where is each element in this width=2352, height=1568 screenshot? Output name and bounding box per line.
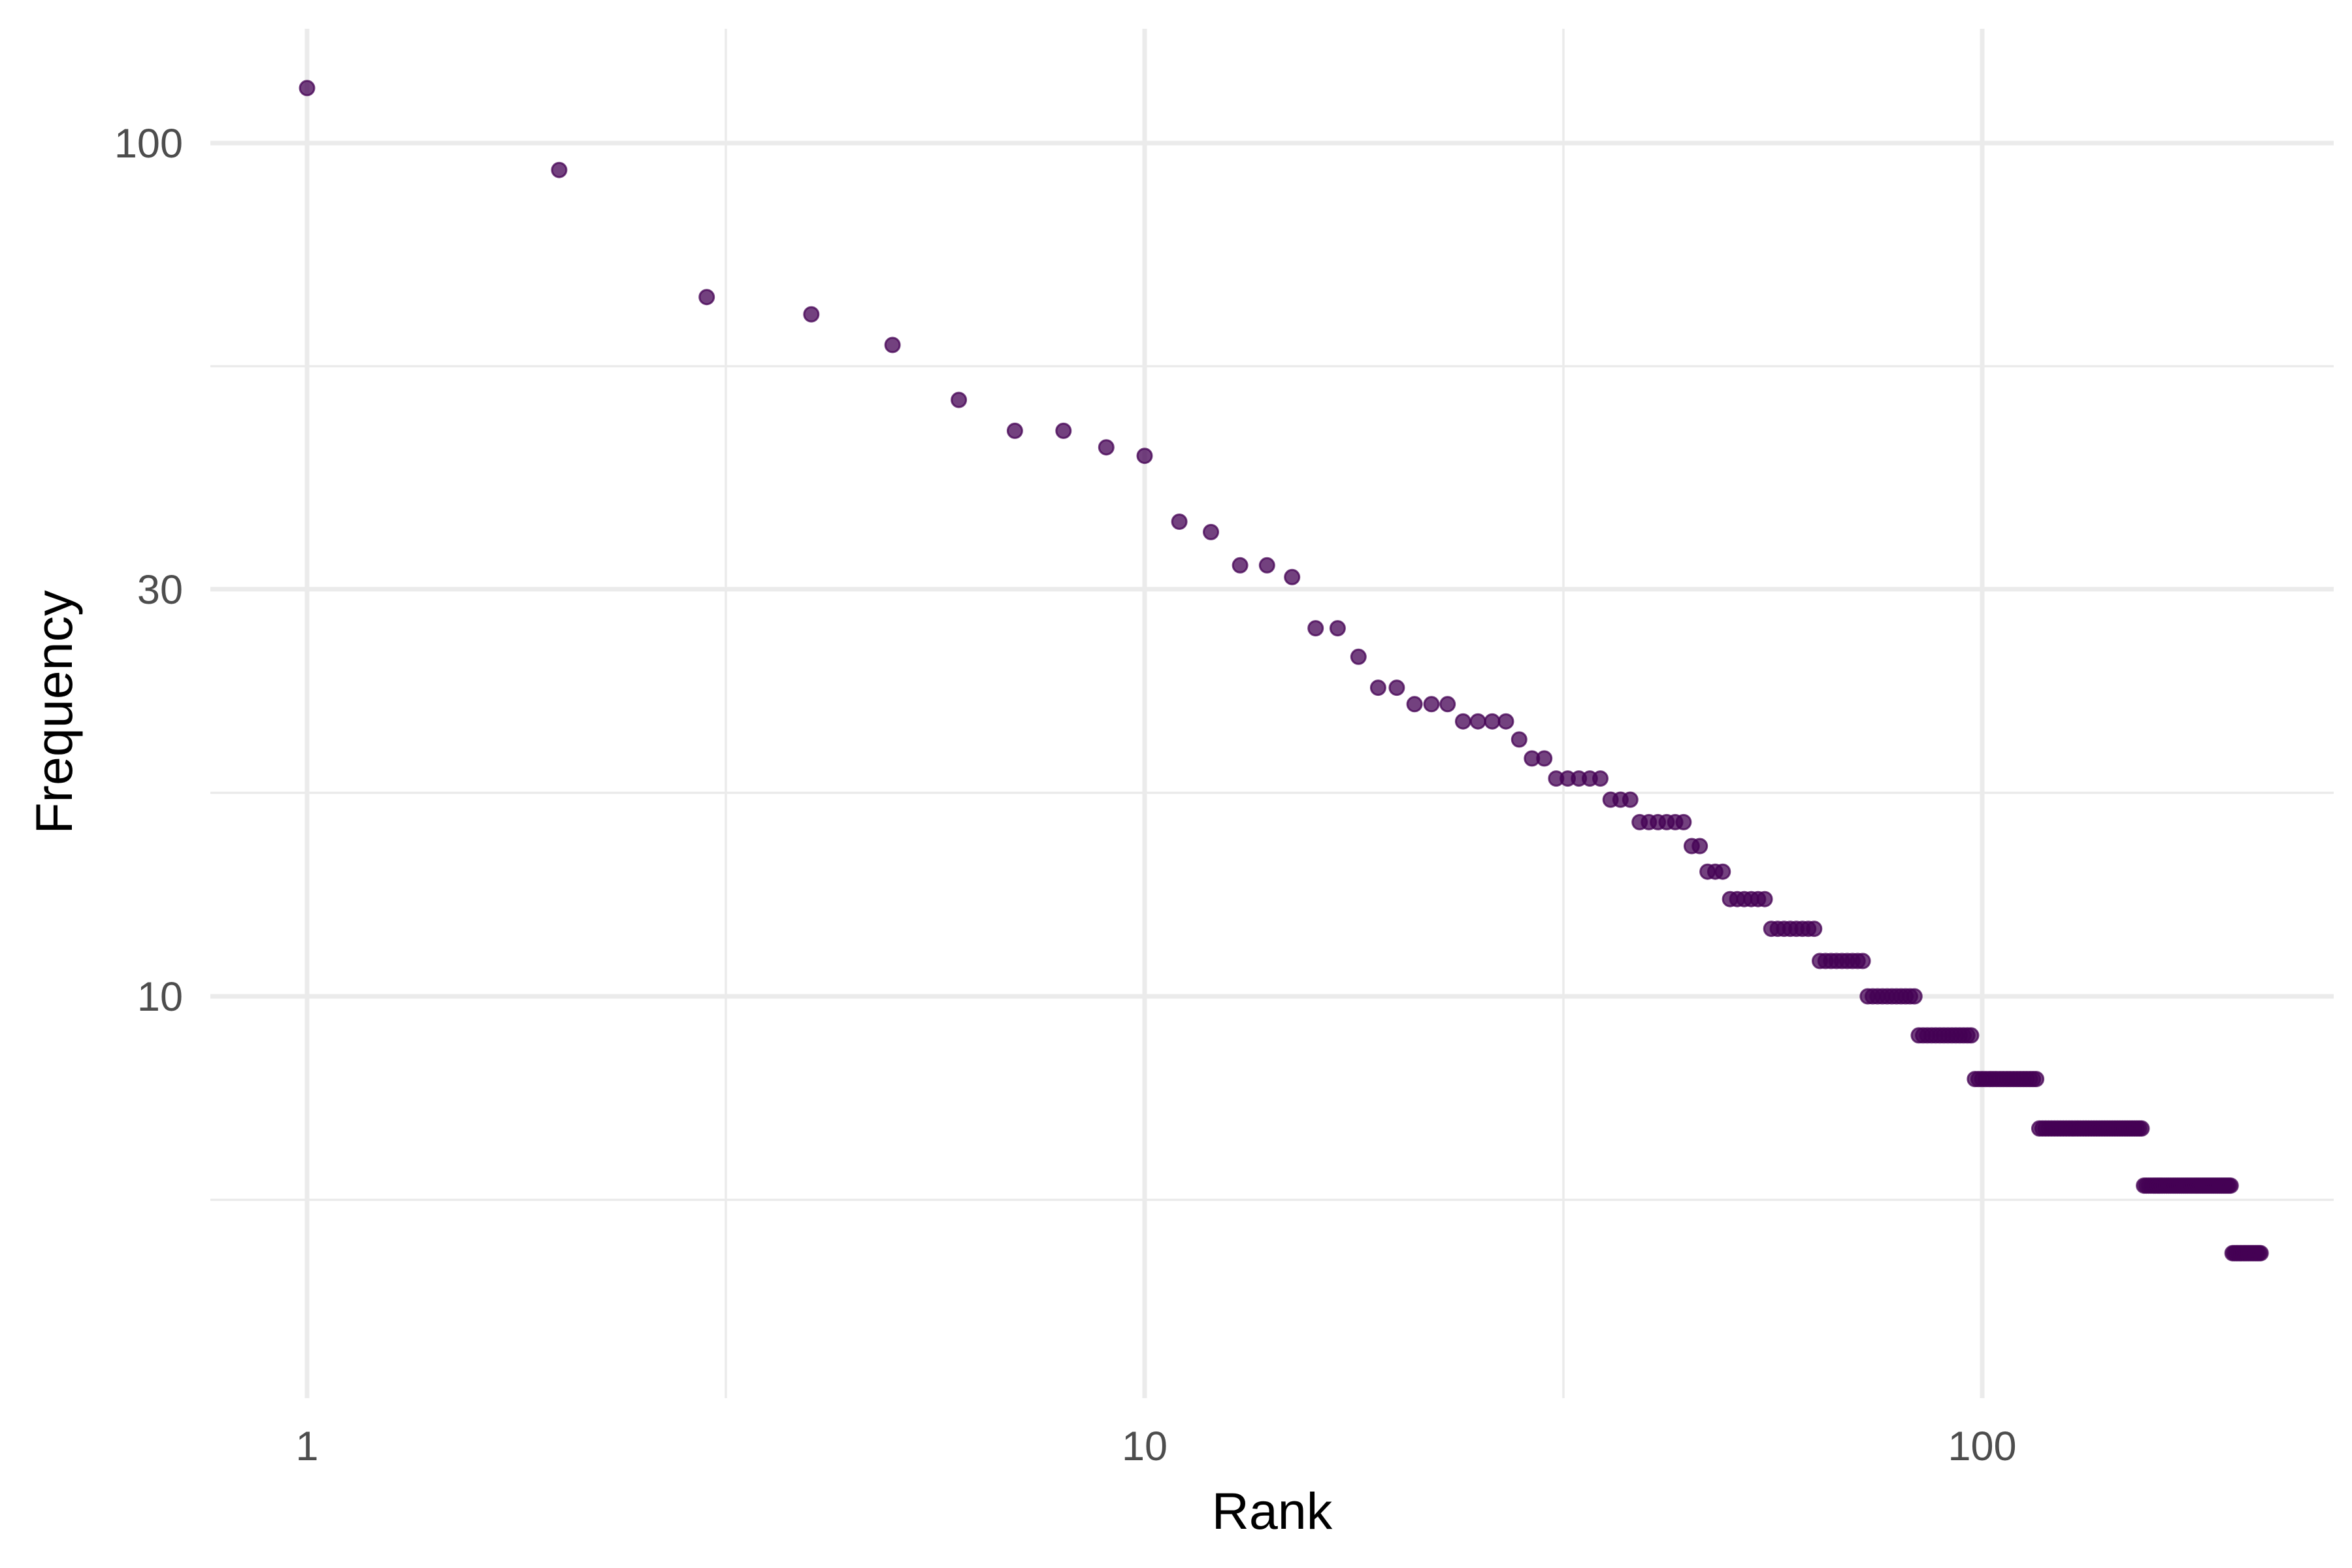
data-point [884,336,901,353]
data-point [1006,422,1023,439]
x-tick-label: 10 [1122,1424,1168,1469]
data-point [1536,750,1553,767]
data-point [2252,1245,2269,1262]
data-point [1098,439,1115,456]
data-point [1388,679,1405,696]
x-tick-label: 1 [295,1424,318,1469]
data-point [1511,731,1527,748]
data-point [1756,890,1773,907]
y-tick-label: 10 [137,974,183,1020]
data-point [1284,568,1301,585]
data-point [1906,988,1923,1005]
x-tick-label: 100 [1948,1424,2016,1469]
data-point [1854,953,1871,970]
data-point [1497,713,1514,730]
data-point [1203,523,1219,540]
x-tick-labels: 1 10 100 [295,1424,2016,1469]
data-point [1622,791,1639,808]
data-point [1963,1027,1980,1044]
data-point [1406,696,1423,713]
data-point [1806,921,1823,938]
data-point [1329,620,1346,637]
data-point [1307,620,1324,637]
data-point [1369,679,1386,696]
y-axis-title: Frequency [25,590,83,834]
data-point [1592,770,1609,787]
y-tick-labels: 10 30 100 [114,121,183,1020]
grid-layer [210,29,2334,1398]
data-point [1055,422,1072,439]
data-point [1423,696,1440,713]
data-point [1232,557,1249,574]
data-point [1439,696,1456,713]
data-point [1484,713,1501,730]
data-point [951,391,968,408]
data-point [1350,648,1367,665]
data-point [551,161,568,178]
x-axis-title: Rank [1212,1482,1333,1540]
data-point [1136,448,1153,465]
data-point [1691,838,1708,855]
data-point [2028,1071,2045,1088]
data-point [2133,1120,2150,1137]
y-tick-label: 100 [114,121,183,167]
data-point [1171,514,1188,530]
data-point [1469,713,1486,730]
data-point [299,80,316,97]
data-point [2222,1177,2239,1194]
points-layer [299,80,2269,1262]
data-point [1258,557,1275,574]
data-point [1714,863,1731,880]
data-point [1675,813,1692,830]
data-point [803,306,820,323]
y-tick-label: 30 [137,567,183,613]
data-point [1454,713,1471,730]
data-point [698,289,715,306]
